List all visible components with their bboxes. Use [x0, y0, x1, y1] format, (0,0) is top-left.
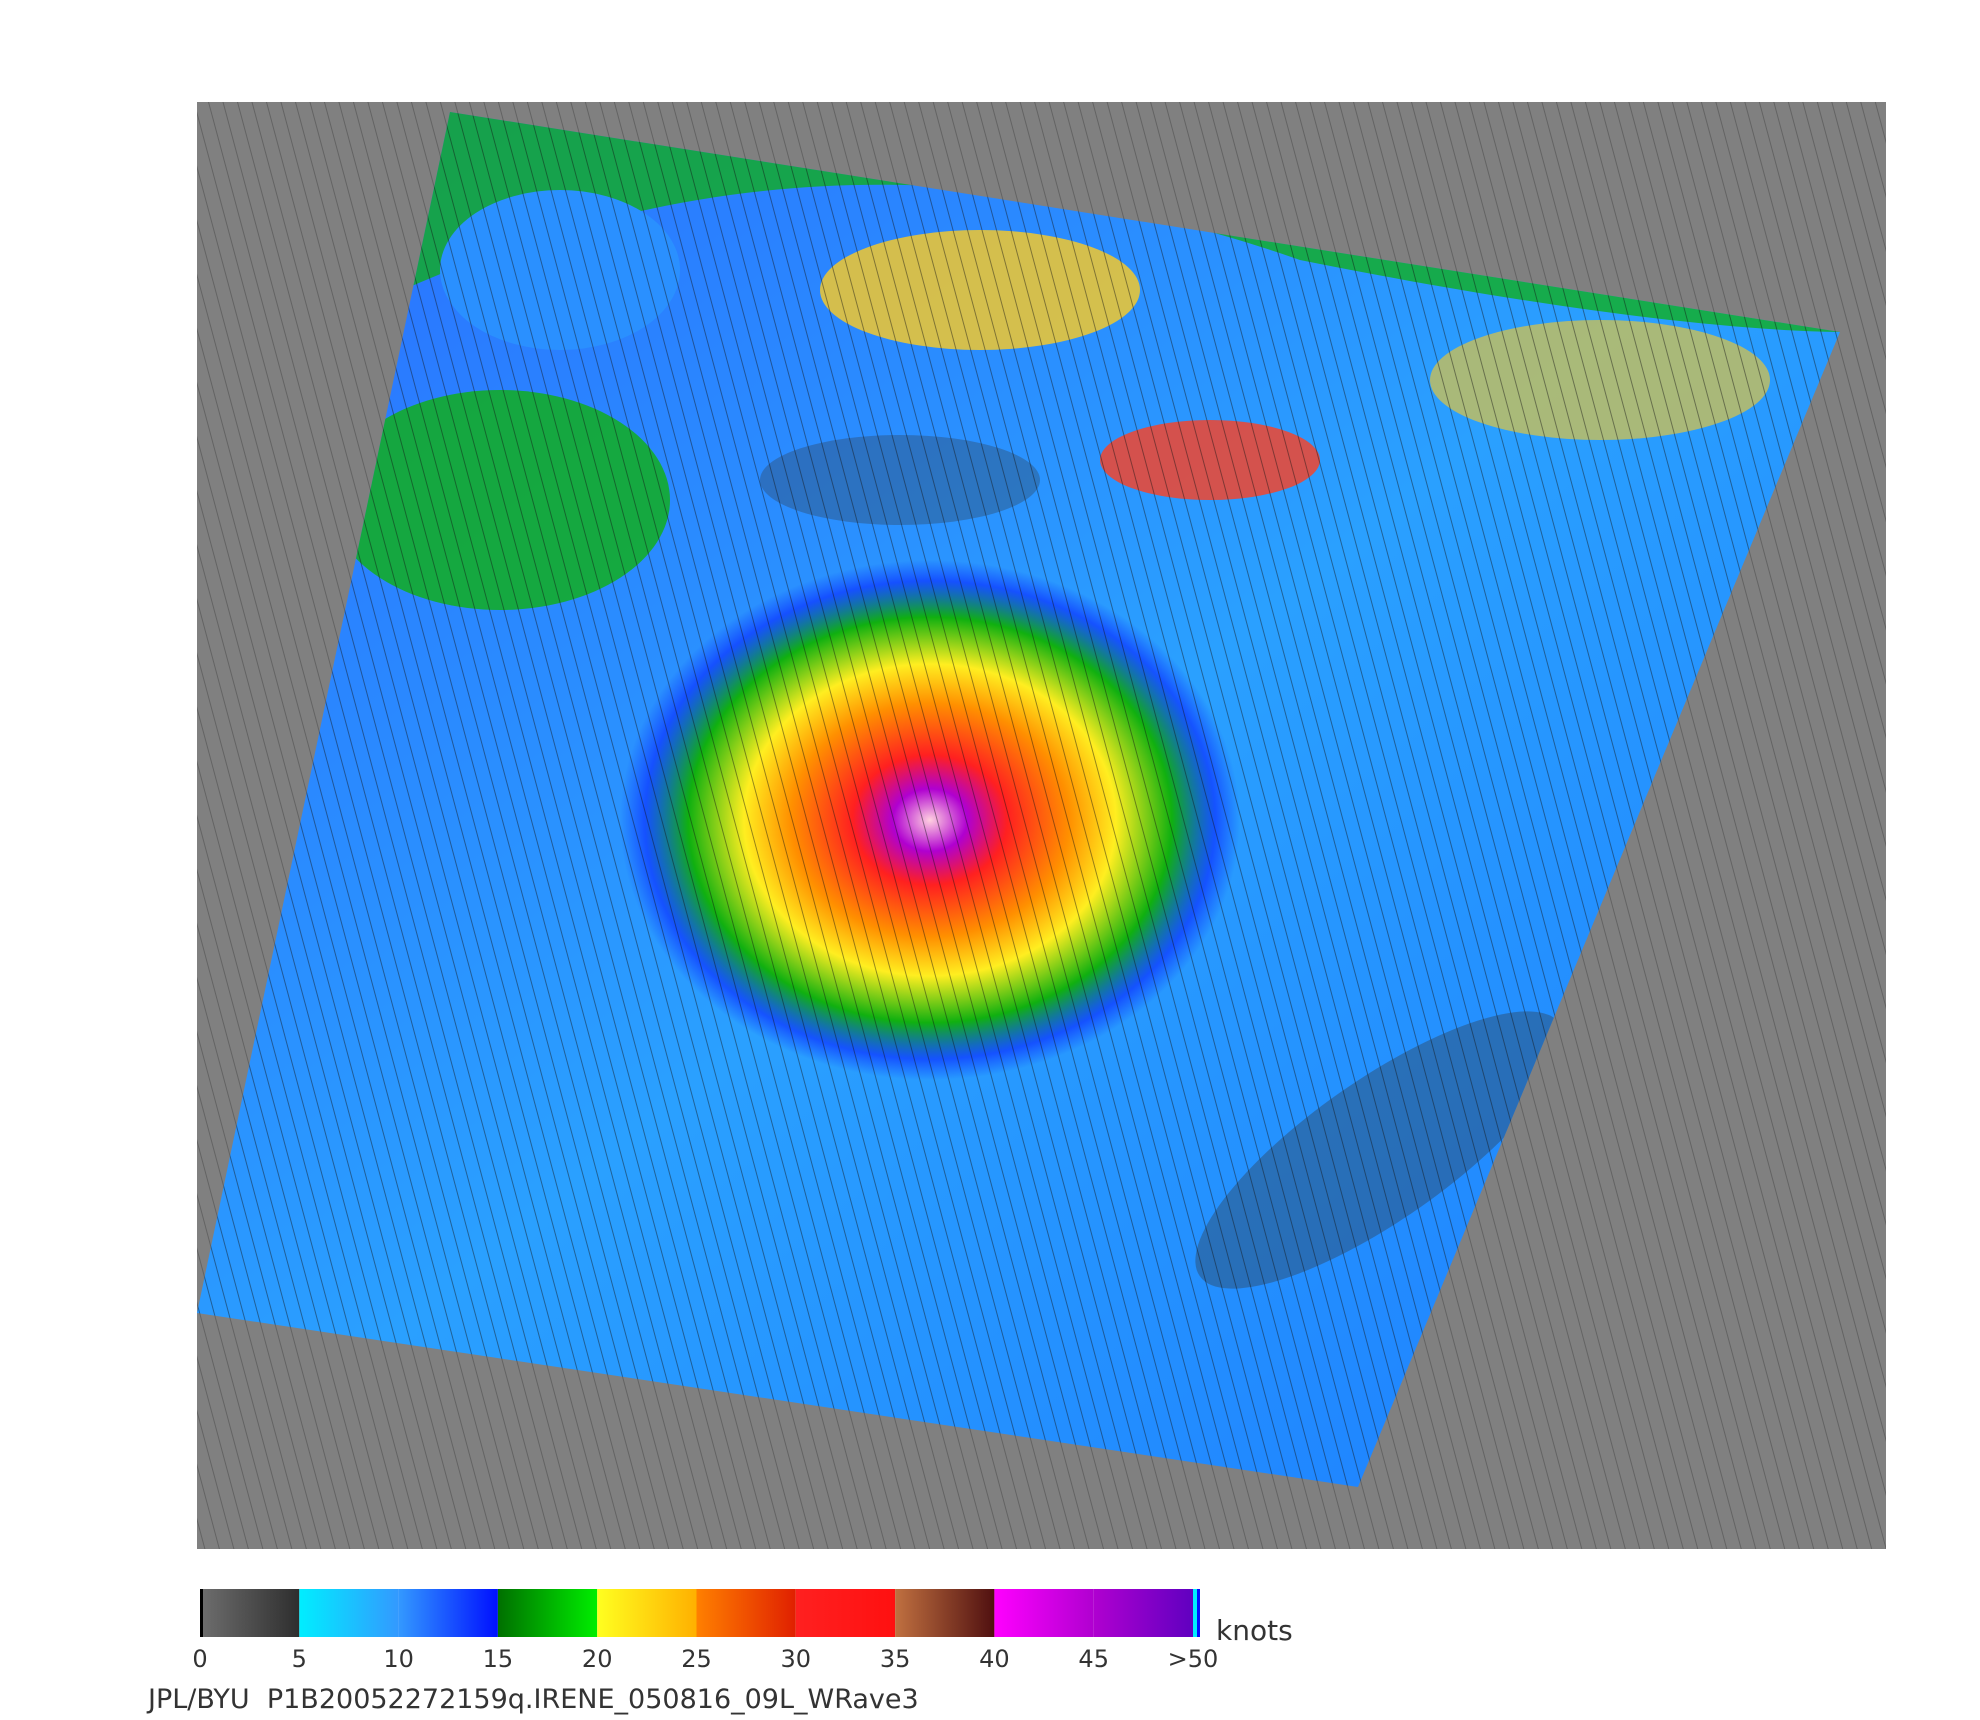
wind-map — [197, 102, 1886, 1549]
colorbar-end — [1193, 1589, 1197, 1637]
colorbar-tick-label: 25 — [681, 1645, 712, 1673]
footer: JPL/BYU P1B20052272159q.IRENE_050816_09L… — [146, 1684, 919, 1715]
colorbar-segment — [994, 1589, 1094, 1637]
colorbar-segment — [597, 1589, 697, 1637]
colorbar-segment — [200, 1589, 300, 1637]
colorbar-edge — [200, 1589, 203, 1637]
colorbar-segment — [299, 1589, 399, 1637]
colorbar: 0 5 10 15 20 25 30 35 40 45 >50 — [192, 1589, 1218, 1673]
colorbar-segment — [795, 1589, 896, 1637]
colorbar-segment — [1093, 1589, 1193, 1637]
colorbar-tick-label: 45 — [1078, 1645, 1109, 1673]
colorbar-tick-label: 40 — [979, 1645, 1010, 1673]
colorbar-tick-label: 30 — [781, 1645, 812, 1673]
colorbar-end — [1197, 1589, 1200, 1637]
colorbar-tick-label: 0 — [192, 1645, 207, 1673]
colorbar-tick-label: 5 — [292, 1645, 307, 1673]
colorbar-tick-label: 20 — [582, 1645, 613, 1673]
colorbar-tick-label: >50 — [1168, 1645, 1219, 1673]
colorbar-unit: knots — [1216, 1614, 1293, 1647]
colorbar-tick-label: 10 — [383, 1645, 414, 1673]
colorbar-tick-label: 35 — [880, 1645, 911, 1673]
colorbar-segment — [497, 1589, 598, 1637]
colorbar-tick-label: 15 — [483, 1645, 514, 1673]
colorbar-segment — [696, 1589, 796, 1637]
colorbar-segment — [895, 1589, 995, 1637]
colorbar-segment — [398, 1589, 498, 1637]
